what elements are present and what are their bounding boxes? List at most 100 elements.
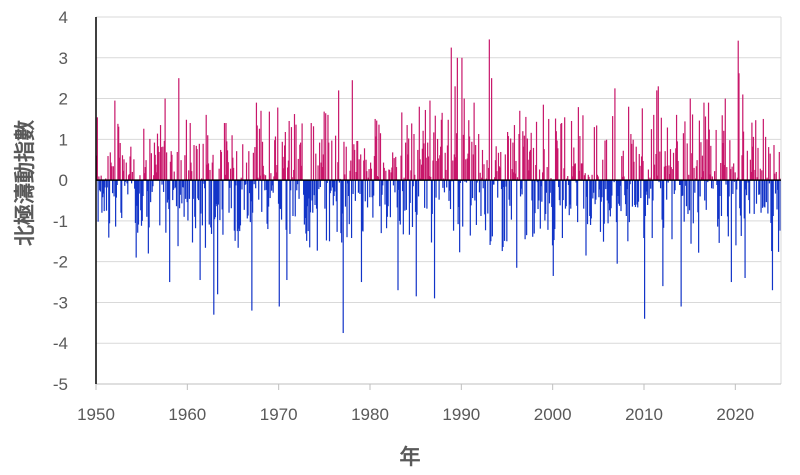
bar [217, 180, 219, 205]
bar [761, 180, 764, 208]
bar [376, 120, 378, 181]
bar [336, 180, 338, 232]
bar [112, 166, 114, 181]
bar [698, 180, 700, 253]
bar [258, 180, 260, 200]
bar [463, 98, 465, 181]
plot-frame [95, 16, 782, 390]
bar [252, 152, 254, 181]
bar [701, 155, 704, 181]
bar [388, 169, 390, 181]
bar [469, 180, 471, 236]
bar [529, 149, 532, 181]
bar [254, 147, 256, 181]
bar [411, 180, 414, 228]
bar [480, 180, 482, 216]
bar [456, 57, 458, 181]
bar [684, 121, 686, 181]
bar [290, 180, 292, 191]
bar [391, 167, 393, 181]
bar [399, 180, 401, 225]
bar [127, 175, 130, 181]
bar [261, 141, 264, 181]
bar [223, 123, 226, 181]
bar [539, 180, 541, 229]
bar [138, 180, 140, 194]
bar [471, 180, 474, 199]
bar [743, 180, 745, 219]
bar [146, 180, 148, 217]
bar [560, 123, 562, 181]
bar [405, 142, 407, 181]
bar [193, 145, 195, 181]
bar [583, 180, 585, 209]
bar [357, 180, 360, 193]
bar [614, 88, 616, 181]
x-axis-title: 年 [400, 445, 421, 469]
bar [331, 180, 334, 188]
bar [166, 152, 168, 181]
bar [294, 180, 296, 217]
bar [308, 180, 310, 199]
bar [145, 160, 147, 181]
bar [596, 125, 598, 181]
bar [672, 152, 675, 181]
bar [481, 149, 484, 181]
bar [657, 86, 659, 181]
bar [504, 154, 506, 181]
bar [613, 180, 615, 183]
bar [370, 162, 372, 181]
bar [335, 180, 337, 202]
bar [168, 180, 170, 210]
bar [253, 180, 255, 185]
bar [317, 165, 319, 181]
bar [563, 168, 565, 181]
bar [347, 180, 349, 184]
bar [717, 180, 719, 227]
bar [176, 151, 178, 181]
bar [178, 180, 181, 209]
bar [474, 180, 476, 201]
bar [464, 180, 466, 182]
bar [573, 147, 575, 181]
bar [278, 180, 280, 307]
bar [375, 136, 377, 181]
bar [102, 180, 104, 198]
bar [401, 112, 403, 181]
bar [356, 140, 358, 181]
bar [207, 135, 209, 181]
bar [325, 180, 328, 241]
bar [365, 159, 367, 181]
bar [377, 176, 379, 181]
bar [190, 162, 192, 181]
bar [146, 180, 149, 192]
bar [423, 143, 425, 181]
bar [385, 170, 387, 181]
bar [408, 138, 410, 181]
bar [268, 180, 270, 207]
bar [561, 123, 563, 181]
bar [187, 180, 189, 221]
bar [650, 180, 652, 189]
y-tick-label: -3 [53, 293, 68, 312]
bar [554, 118, 557, 181]
bar [232, 157, 234, 181]
bar [659, 180, 662, 189]
bar [589, 180, 592, 225]
bar [622, 150, 624, 181]
bar [548, 118, 550, 181]
bar [775, 171, 777, 181]
bar [428, 176, 430, 181]
bar [664, 151, 666, 181]
bar [143, 128, 145, 181]
bar [644, 180, 646, 319]
bar [386, 180, 388, 217]
bar [105, 180, 108, 211]
bar [670, 167, 672, 181]
bar [311, 180, 313, 201]
bar [424, 180, 426, 208]
bar [526, 180, 528, 236]
bar [179, 180, 181, 195]
bar [521, 180, 523, 195]
bar [519, 110, 521, 181]
